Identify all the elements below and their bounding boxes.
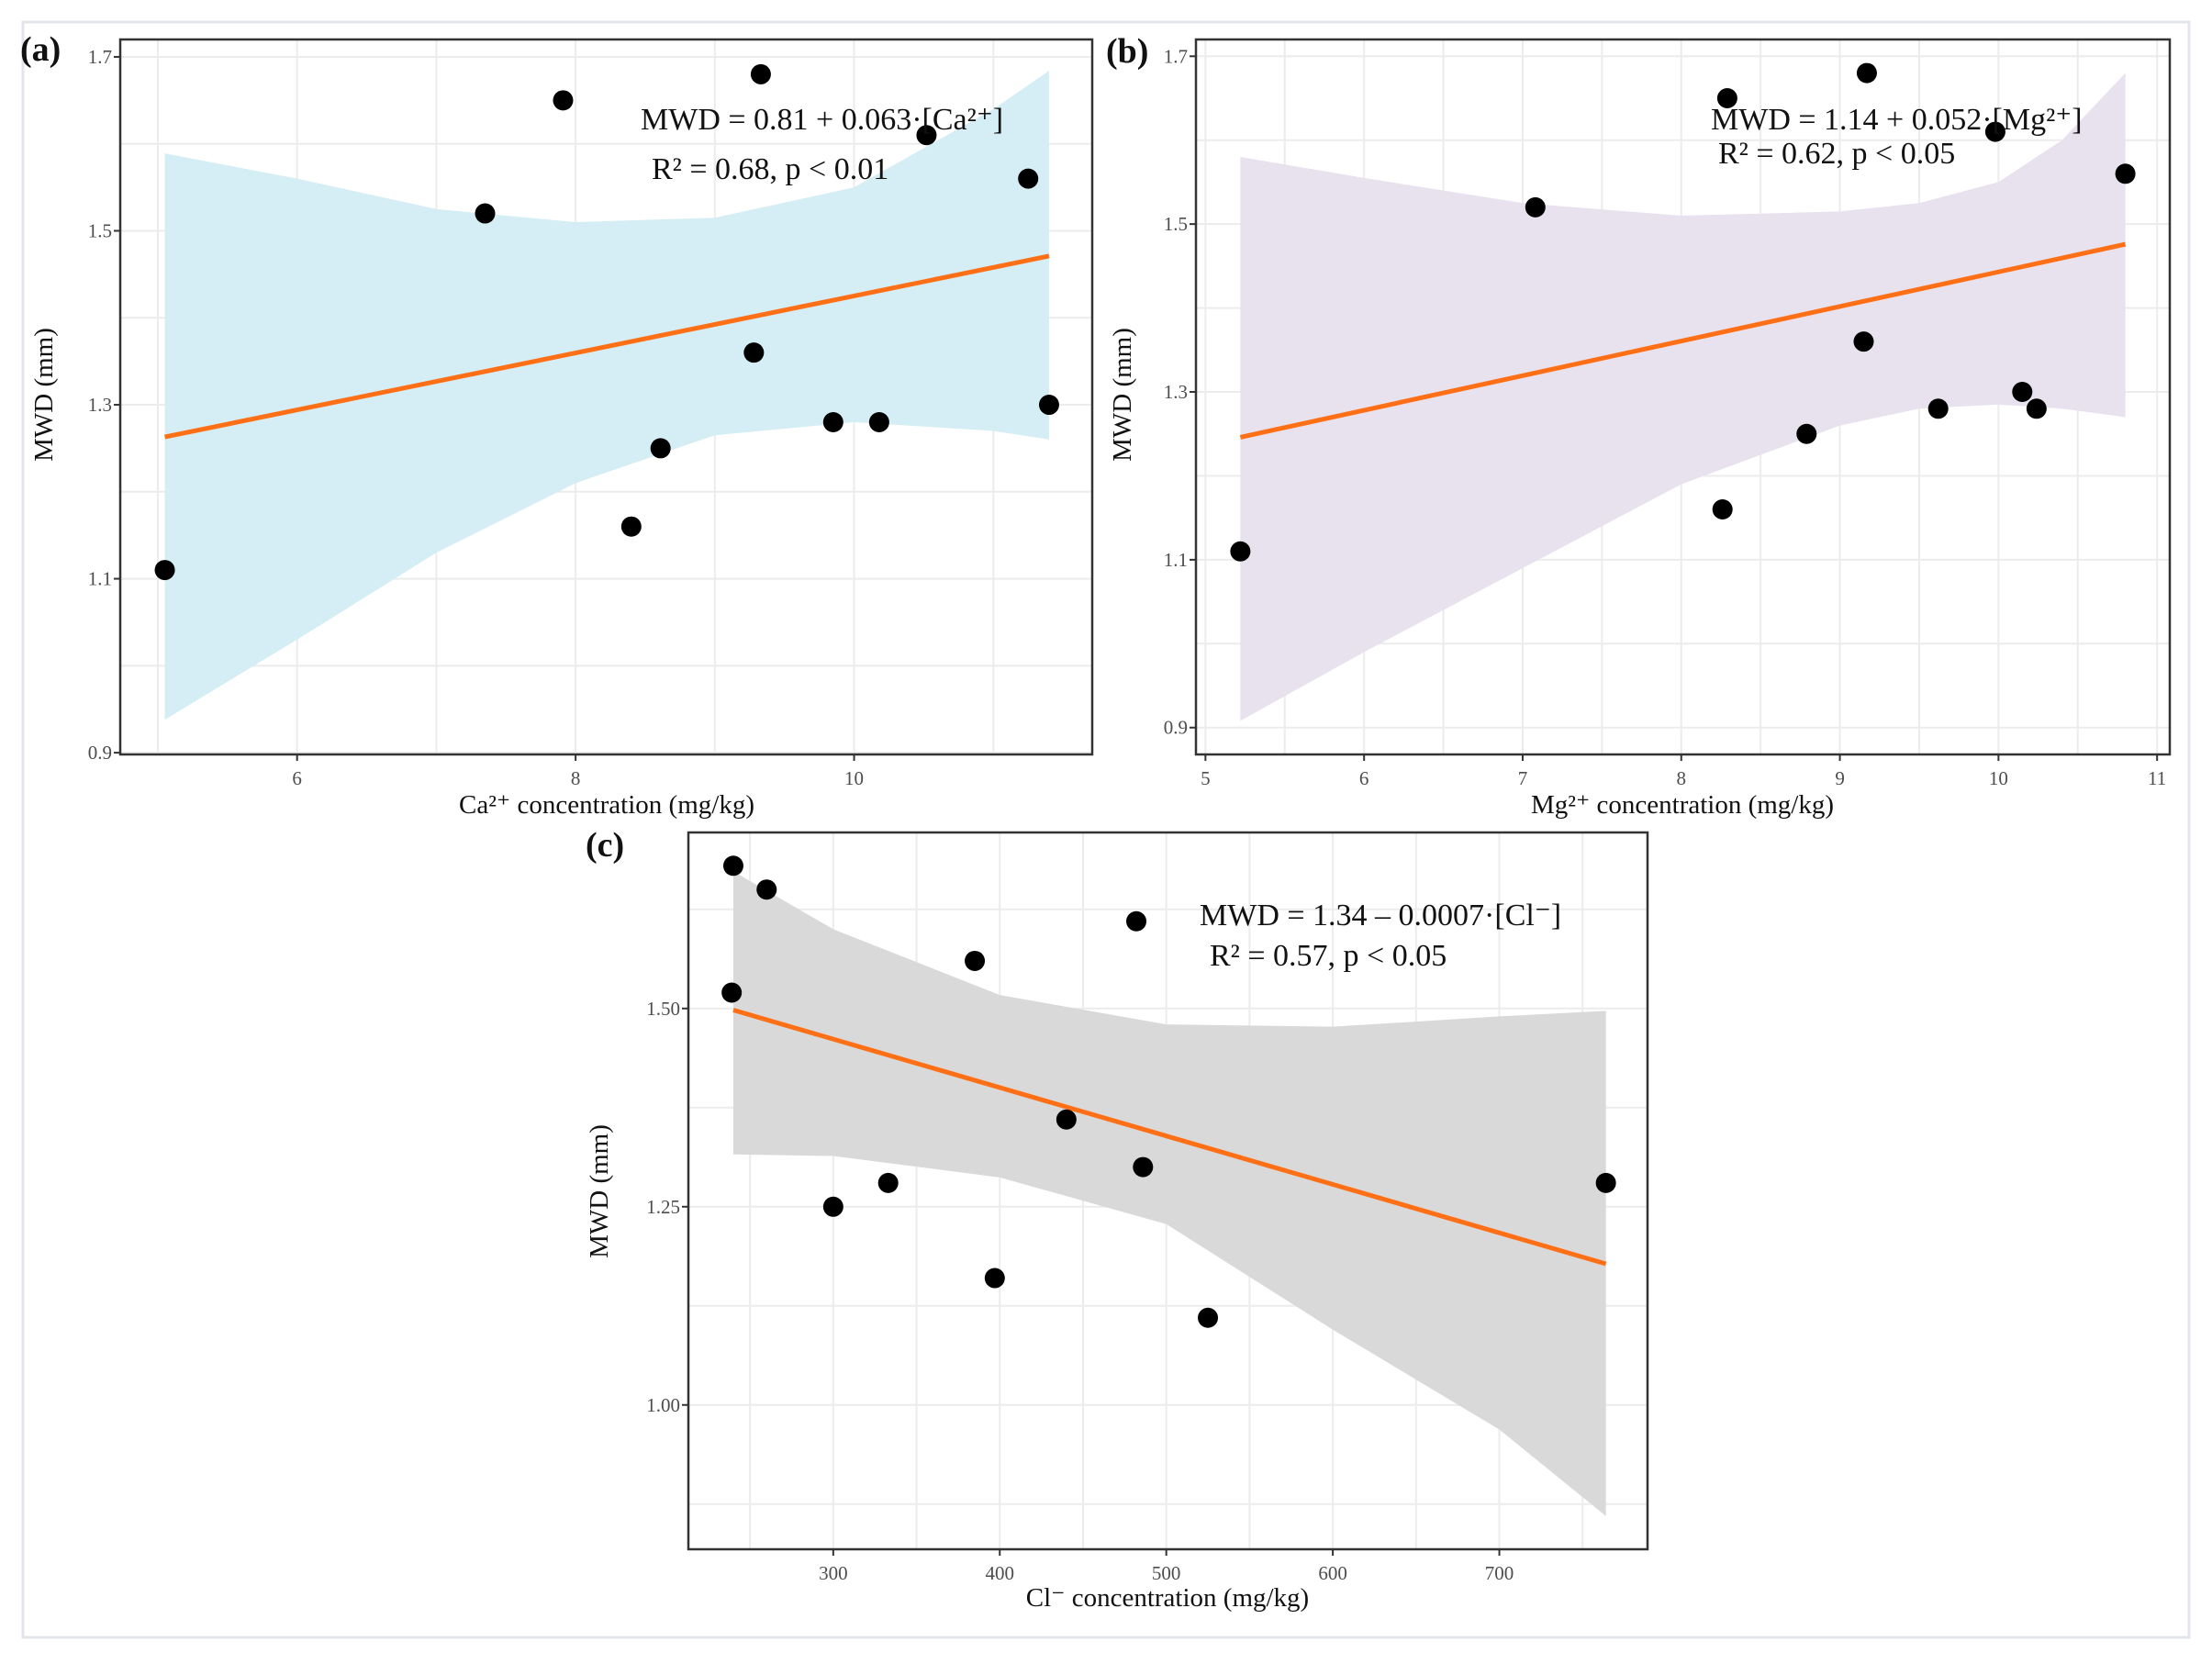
regression-line [732, 1008, 1607, 1267]
y-tick-label: 1.1 [88, 568, 112, 590]
x-tick-label: 600 [1318, 1562, 1347, 1584]
panel-b-mg-scatter: 5 6 7 8 9 10 11 0.9 1.1 1.3 1.5 1.7 Mg²⁺ concentrati… [1106, 32, 2172, 820]
data-point [722, 855, 743, 877]
data-point [743, 342, 765, 363]
y-tick-label: 1.50 [646, 998, 680, 1020]
regression-stats: R² = 0.62, p < 0.05 [1718, 137, 1955, 171]
regression-stats: R² = 0.57, p < 0.05 [1210, 939, 1447, 973]
data-point [475, 203, 496, 224]
y-tick-label: 1.1 [1164, 549, 1188, 571]
x-tick-label: 9 [1835, 767, 1845, 789]
plot-frame [687, 831, 1649, 1551]
data-point [1198, 1307, 1219, 1328]
x-axis-title: Cl⁻ concentration (mg/kg) [1026, 1583, 1309, 1613]
data-point [822, 1196, 843, 1217]
data-point [1018, 168, 1039, 189]
x-tick-label: 10 [1989, 767, 2008, 789]
data-point [868, 411, 889, 432]
panel-label: (b) [1106, 32, 1148, 71]
x-axis-title: Ca²⁺ concentration (mg/kg) [459, 790, 754, 820]
outer-border [21, 20, 2191, 1639]
data-point [553, 90, 574, 111]
x-tick-label: 8 [571, 767, 581, 789]
data-point [1038, 395, 1059, 416]
x-axis-title: Mg²⁺ concentration (mg/kg) [1531, 790, 1834, 820]
y-tick-label: 1.7 [1164, 45, 1188, 67]
panel-label: (a) [20, 30, 61, 69]
data-point [877, 1172, 899, 1193]
data-point [916, 125, 937, 146]
y-tick-label: 1.00 [646, 1394, 680, 1416]
data-point [2026, 398, 2047, 419]
data-point [721, 982, 743, 1003]
x-tick-label: 700 [1485, 1562, 1514, 1584]
confidence-band [732, 871, 1606, 1516]
data-point [1595, 1172, 1616, 1193]
data-point [1853, 331, 1874, 352]
x-tick-label: 300 [819, 1562, 848, 1584]
regression-stats: R² = 0.68, p < 0.01 [652, 152, 888, 186]
regression-equation: MWD = 1.34 – 0.0007·[Cl⁻] [1200, 899, 1561, 933]
data-point [1712, 499, 1733, 520]
data-point [650, 438, 671, 459]
data-point [1927, 398, 1949, 419]
data-point [1230, 541, 1251, 562]
data-point [756, 879, 777, 900]
y-tick-label: 1.3 [88, 394, 112, 416]
y-tick-label: 1.7 [88, 46, 112, 68]
data-point [2012, 382, 2033, 403]
y-axis-title: MWD (mm) [585, 1124, 614, 1258]
panel-a-ca-scatter: 6 8 10 0.9 1.1 1.3 1.5 1.7 Ca²⁺ concentration (m… [20, 30, 1094, 820]
data-point [1133, 1156, 1154, 1178]
x-tick-label: 5 [1201, 767, 1211, 789]
y-tick-label: 0.9 [88, 742, 112, 764]
confidence-band [1240, 73, 2126, 721]
x-tick-label: 8 [1677, 767, 1687, 789]
x-tick-label: 6 [1359, 767, 1369, 789]
data-point [620, 516, 642, 537]
confidence-band [164, 71, 1049, 720]
regression-line [1239, 241, 2127, 440]
regression-line [164, 253, 1050, 440]
x-tick-label: 11 [2148, 767, 2166, 789]
regression-equation: MWD = 1.14 + 0.052·[Mg²⁺] [1711, 103, 2083, 137]
x-tick-label: 500 [1152, 1562, 1181, 1584]
data-point [965, 950, 986, 971]
panel-c-cl-scatter: 300 400 500 600 700 1.00 1.25 1.50 Cl⁻ concentra… [585, 826, 1649, 1613]
panel-label: (c) [586, 826, 624, 865]
x-tick-label: 6 [292, 767, 302, 789]
data-point [1126, 910, 1147, 932]
plot-frame [118, 38, 1094, 756]
regression-equation: MWD = 0.81 + 0.063·[Ca²⁺] [641, 103, 1003, 137]
data-point [750, 63, 771, 84]
y-tick-label: 1.5 [1164, 213, 1188, 235]
y-axis-title: MWD (mm) [1108, 328, 1137, 462]
x-tick-label: 400 [986, 1562, 1015, 1584]
x-tick-label: 10 [844, 767, 864, 789]
y-tick-label: 1.3 [1164, 381, 1188, 403]
data-point [822, 411, 843, 432]
data-point [1525, 196, 1546, 218]
data-point [984, 1268, 1005, 1289]
x-tick-label: 7 [1518, 767, 1528, 789]
data-point [1796, 423, 1817, 444]
data-point [1984, 121, 2005, 142]
y-tick-label: 1.5 [88, 219, 112, 241]
y-tick-label: 1.25 [646, 1196, 680, 1218]
data-point [1056, 1109, 1077, 1130]
data-point [2115, 163, 2136, 184]
y-tick-label: 0.9 [1164, 717, 1188, 739]
data-point [154, 560, 175, 581]
plot-frame [1194, 38, 2172, 756]
data-point [1716, 88, 1737, 109]
y-axis-title: MWD (mm) [29, 328, 59, 462]
data-point [1856, 62, 1877, 84]
